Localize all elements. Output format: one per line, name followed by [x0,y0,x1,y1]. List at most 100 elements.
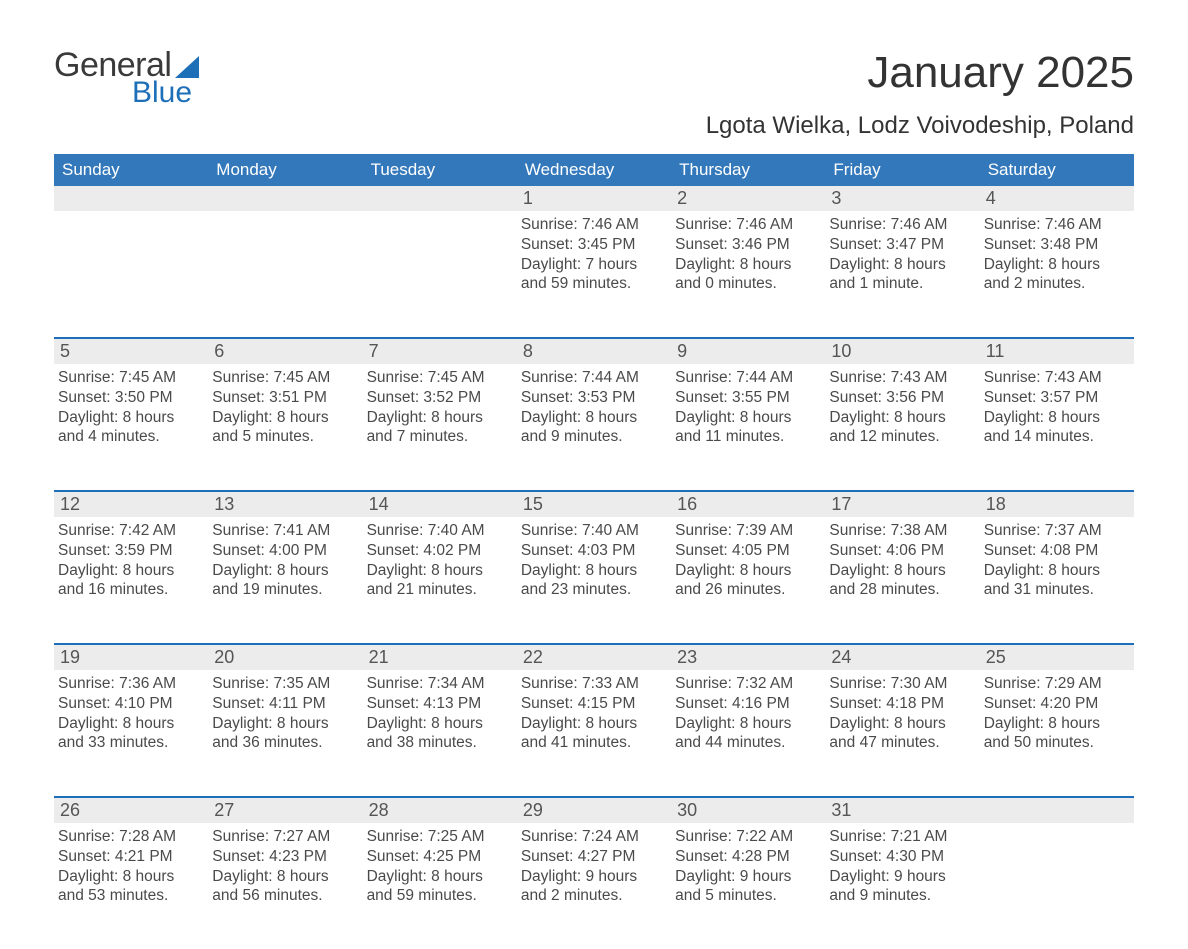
sunset-line: Sunset: 3:45 PM [521,235,667,255]
daynum-row: 12131415161718 [54,492,1134,517]
day-cell: Sunrise: 7:22 AMSunset: 4:28 PMDaylight:… [671,823,825,949]
day-number: 25 [980,645,1134,670]
daylight-line: Daylight: 8 hours and 7 minutes. [367,408,513,448]
day-body: Sunrise: 7:46 AMSunset: 3:47 PMDaylight:… [825,211,979,294]
daylight-line: Daylight: 8 hours and 26 minutes. [675,561,821,601]
day-number: 14 [363,492,517,517]
daylight-line: Daylight: 8 hours and 41 minutes. [521,714,667,754]
day-cell: Sunrise: 7:44 AMSunset: 3:55 PMDaylight:… [671,364,825,491]
weekday-header: Monday [208,154,362,186]
day-body: Sunrise: 7:35 AMSunset: 4:11 PMDaylight:… [208,670,362,753]
daylight-line: Daylight: 8 hours and 4 minutes. [58,408,204,448]
daylight-line: Daylight: 8 hours and 36 minutes. [212,714,358,754]
day-body: Sunrise: 7:42 AMSunset: 3:59 PMDaylight:… [54,517,208,600]
sunset-line: Sunset: 3:59 PM [58,541,204,561]
day-cell [54,211,208,338]
day-number: 28 [363,798,517,823]
sunset-line: Sunset: 3:52 PM [367,388,513,408]
day-cell: Sunrise: 7:21 AMSunset: 4:30 PMDaylight:… [825,823,979,949]
day-number: 29 [517,798,671,823]
sunset-line: Sunset: 4:10 PM [58,694,204,714]
daylight-line: Daylight: 8 hours and 16 minutes. [58,561,204,601]
sunrise-line: Sunrise: 7:45 AM [58,368,204,388]
sunrise-line: Sunrise: 7:40 AM [521,521,667,541]
day-number: 24 [825,645,979,670]
daylight-line: Daylight: 9 hours and 5 minutes. [675,867,821,907]
sunset-line: Sunset: 4:16 PM [675,694,821,714]
sunset-line: Sunset: 3:50 PM [58,388,204,408]
weekday-header: Thursday [671,154,825,186]
day-body: Sunrise: 7:25 AMSunset: 4:25 PMDaylight:… [363,823,517,906]
day-number: 7 [363,339,517,364]
sunset-line: Sunset: 3:57 PM [984,388,1130,408]
day-body: Sunrise: 7:43 AMSunset: 3:56 PMDaylight:… [825,364,979,447]
header-row: General Blue January 2025 Lgota Wielka, … [54,48,1134,140]
day-cell: Sunrise: 7:39 AMSunset: 4:05 PMDaylight:… [671,517,825,644]
sunset-line: Sunset: 4:18 PM [829,694,975,714]
sunrise-line: Sunrise: 7:39 AM [675,521,821,541]
sunset-line: Sunset: 4:27 PM [521,847,667,867]
sunset-line: Sunset: 4:13 PM [367,694,513,714]
daynum-row: 1234 [54,186,1134,211]
day-cell: Sunrise: 7:40 AMSunset: 4:02 PMDaylight:… [363,517,517,644]
day-number: 18 [980,492,1134,517]
sunrise-line: Sunrise: 7:42 AM [58,521,204,541]
calendar-body: 1234Sunrise: 7:46 AMSunset: 3:45 PMDayli… [54,186,1134,949]
day-number: 6 [208,339,362,364]
day-body: Sunrise: 7:44 AMSunset: 3:55 PMDaylight:… [671,364,825,447]
day-cell: Sunrise: 7:46 AMSunset: 3:46 PMDaylight:… [671,211,825,338]
week-row: Sunrise: 7:45 AMSunset: 3:50 PMDaylight:… [54,364,1134,491]
day-cell: Sunrise: 7:32 AMSunset: 4:16 PMDaylight:… [671,670,825,797]
day-cell [980,823,1134,949]
day-number: 26 [54,798,208,823]
sunrise-line: Sunrise: 7:46 AM [675,215,821,235]
sunset-line: Sunset: 4:03 PM [521,541,667,561]
title-block: January 2025 Lgota Wielka, Lodz Voivodes… [706,48,1134,140]
day-cell: Sunrise: 7:25 AMSunset: 4:25 PMDaylight:… [363,823,517,949]
day-cell [363,211,517,338]
day-number: 31 [825,798,979,823]
weekday-header: Saturday [980,154,1134,186]
day-body: Sunrise: 7:32 AMSunset: 4:16 PMDaylight:… [671,670,825,753]
sunrise-line: Sunrise: 7:25 AM [367,827,513,847]
sunrise-line: Sunrise: 7:43 AM [984,368,1130,388]
day-cell: Sunrise: 7:41 AMSunset: 4:00 PMDaylight:… [208,517,362,644]
logo-row-1: General [54,48,205,82]
weekday-header: Tuesday [363,154,517,186]
daylight-line: Daylight: 8 hours and 33 minutes. [58,714,204,754]
day-body: Sunrise: 7:40 AMSunset: 4:02 PMDaylight:… [363,517,517,600]
day-body: Sunrise: 7:33 AMSunset: 4:15 PMDaylight:… [517,670,671,753]
daylight-line: Daylight: 8 hours and 53 minutes. [58,867,204,907]
day-body: Sunrise: 7:46 AMSunset: 3:45 PMDaylight:… [517,211,671,294]
sunset-line: Sunset: 4:15 PM [521,694,667,714]
day-cell: Sunrise: 7:30 AMSunset: 4:18 PMDaylight:… [825,670,979,797]
daylight-line: Daylight: 8 hours and 21 minutes. [367,561,513,601]
day-cell: Sunrise: 7:40 AMSunset: 4:03 PMDaylight:… [517,517,671,644]
day-body: Sunrise: 7:34 AMSunset: 4:13 PMDaylight:… [363,670,517,753]
sunrise-line: Sunrise: 7:29 AM [984,674,1130,694]
day-cell: Sunrise: 7:46 AMSunset: 3:47 PMDaylight:… [825,211,979,338]
sunset-line: Sunset: 3:47 PM [829,235,975,255]
sunrise-line: Sunrise: 7:46 AM [984,215,1130,235]
week-row: Sunrise: 7:46 AMSunset: 3:45 PMDaylight:… [54,211,1134,338]
sunset-line: Sunset: 3:56 PM [829,388,975,408]
day-number: 27 [208,798,362,823]
weekday-header: Wednesday [517,154,671,186]
day-body: Sunrise: 7:38 AMSunset: 4:06 PMDaylight:… [825,517,979,600]
sunrise-line: Sunrise: 7:37 AM [984,521,1130,541]
day-number: 30 [671,798,825,823]
day-cell: Sunrise: 7:34 AMSunset: 4:13 PMDaylight:… [363,670,517,797]
daylight-line: Daylight: 8 hours and 44 minutes. [675,714,821,754]
day-body: Sunrise: 7:45 AMSunset: 3:52 PMDaylight:… [363,364,517,447]
day-number: 10 [825,339,979,364]
sunrise-line: Sunrise: 7:21 AM [829,827,975,847]
daylight-line: Daylight: 8 hours and 38 minutes. [367,714,513,754]
day-cell: Sunrise: 7:43 AMSunset: 3:56 PMDaylight:… [825,364,979,491]
sunrise-line: Sunrise: 7:41 AM [212,521,358,541]
day-body: Sunrise: 7:24 AMSunset: 4:27 PMDaylight:… [517,823,671,906]
sunrise-line: Sunrise: 7:44 AM [675,368,821,388]
daylight-line: Daylight: 8 hours and 23 minutes. [521,561,667,601]
sunrise-line: Sunrise: 7:45 AM [212,368,358,388]
day-number: 5 [54,339,208,364]
sunset-line: Sunset: 4:25 PM [367,847,513,867]
